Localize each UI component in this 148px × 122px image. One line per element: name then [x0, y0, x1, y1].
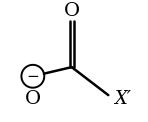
Text: O: O — [64, 2, 80, 20]
Text: X′: X′ — [114, 90, 131, 108]
Text: −: − — [26, 69, 39, 84]
Text: O: O — [25, 90, 41, 108]
